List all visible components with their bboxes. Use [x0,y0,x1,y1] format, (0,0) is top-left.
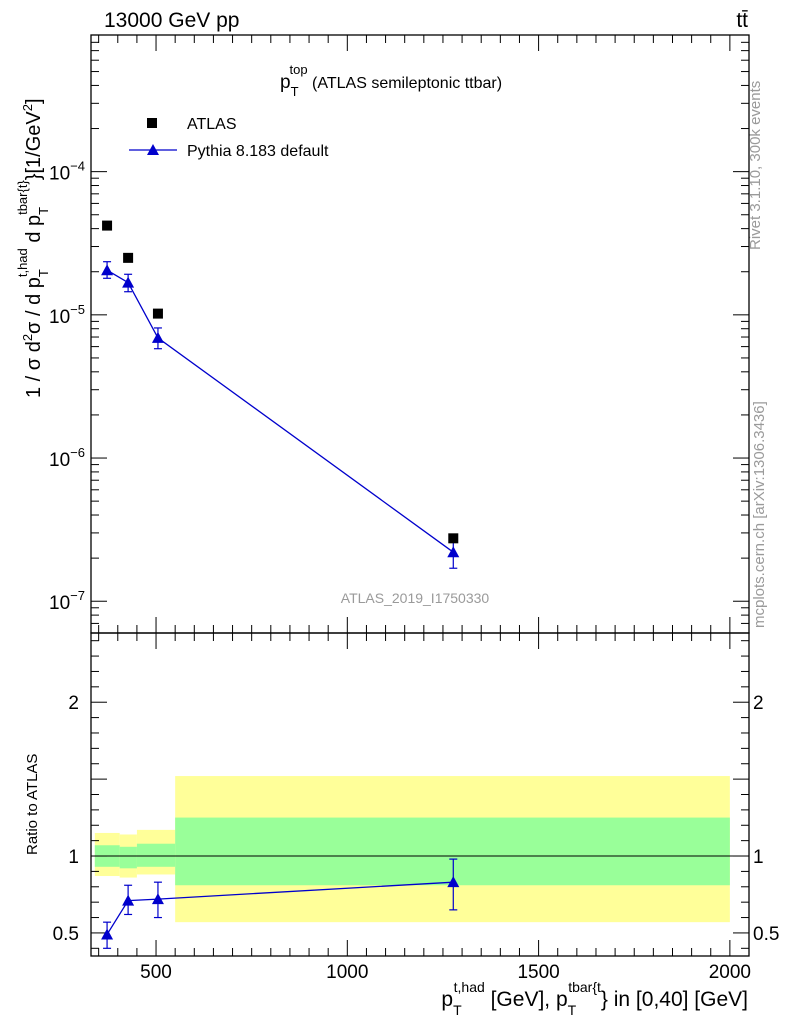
ratio-pythia-point-1 [122,894,135,906]
ratio-ytick-label-left-1: 1 [68,847,79,868]
ratio-band-green-2 [136,843,176,867]
ratio-ytick-label-left-0: 0.5 [53,924,79,945]
ratio-ytick-label-left-2: 2 [68,693,79,714]
legend-atlas-label: ATLAS [187,116,237,133]
x-tick-label-1: 1000 [326,962,368,983]
header-left-title: 13000 GeV pp [104,9,239,32]
ratio-pythia-line [106,881,454,935]
ratio-ytick-label-right-1: 1 [753,847,764,868]
main-title: pTtop (ATLAS semileptonic ttbar) [280,62,502,99]
main-pythia-point-3 [447,546,460,558]
main-ytick-label-2: 10−6 [49,445,85,471]
ratio-band-green-1 [119,846,137,869]
main-ytick-label-3: 10−7 [49,588,85,614]
main-atlas-point-3 [448,533,459,544]
ratio-pythia-point-2 [151,893,164,905]
main-atlas-point-2 [152,308,163,319]
x-tick-label-0: 500 [140,962,172,983]
header-right-title: tt̄ [736,9,748,32]
ratio-ytick-label-right-0: 0.5 [753,924,779,945]
main-ytick-label-0: 10−4 [49,159,85,185]
rivet-label: Rivet 3.1.10, 300k events [747,81,764,250]
x-tick-label-2: 1500 [517,962,559,983]
legend-atlas-marker [147,118,157,128]
legend-pythia-label: Pythia 8.183 default [187,143,329,160]
ratio-pythia-point-3 [447,876,460,888]
ratio-ytick-label-right-2: 2 [753,693,764,714]
ratio-ylabel: Ratio to ATLAS [24,754,41,855]
main-pythia-line [106,269,454,553]
main-ytick-label-1: 10−5 [49,302,85,328]
main-ylabel: 1 / σ d2σ / d pTt,had d pTtbar{t}}[1/GeV… [15,98,51,398]
main-pythia-point-2 [151,331,164,343]
main-pythia-point-0 [101,264,114,276]
ratio-pythia-point-0 [101,928,114,940]
legend-pythia-marker [147,144,159,155]
analysis-watermark: ATLAS_2019_I1750330 [341,590,490,606]
main-atlas-point-0 [102,220,113,231]
main-atlas-point-1 [123,252,134,263]
legend: ATLAS Pythia 8.183 default [129,116,329,160]
ratio-band-green-3 [175,817,730,886]
x-axis-label: pTt,had [GeV], pTtbar{t} in [0,40] [GeV] [441,979,748,1018]
main-pythia-point-1 [122,276,135,288]
x-tick-label-3: 2000 [709,962,751,983]
mcplots-label: mcplots.cern.ch [arXiv:1306.3436] [751,401,768,628]
